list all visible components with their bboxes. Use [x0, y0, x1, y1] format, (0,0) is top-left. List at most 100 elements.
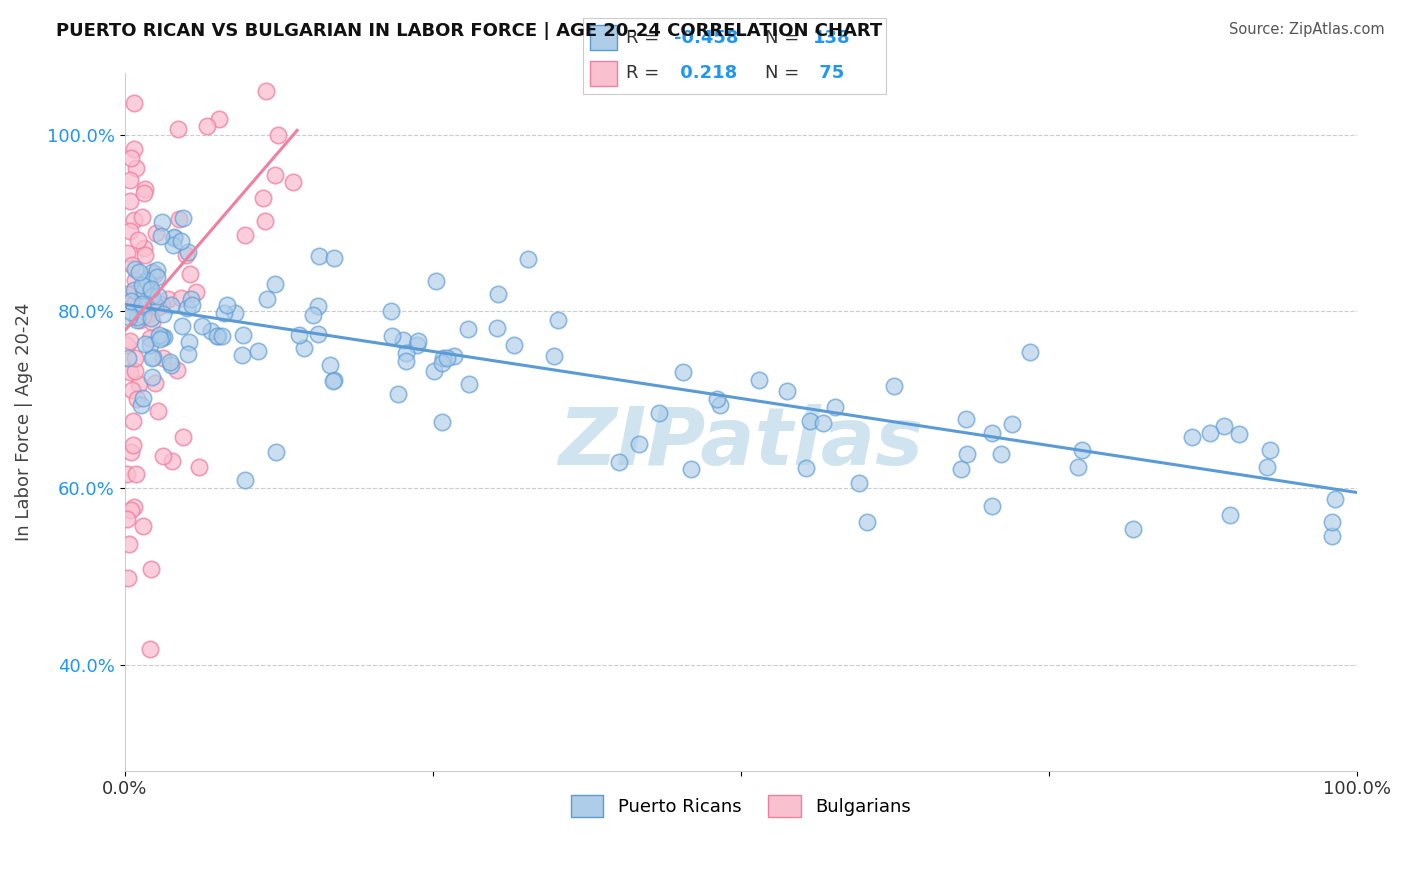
Point: [143, 376, 166, 391]
Point: [955, 412, 977, 426]
Point: [152, 307, 174, 321]
Point: [547, 313, 569, 327]
Point: [322, 374, 344, 388]
Point: [824, 400, 846, 414]
Point: [1320, 515, 1343, 529]
Point: [200, 324, 222, 338]
Point: [432, 351, 454, 366]
Point: [1181, 430, 1204, 444]
Point: [1219, 508, 1241, 522]
Point: [120, 444, 142, 458]
Point: [502, 337, 524, 351]
Point: [177, 245, 200, 260]
Point: [129, 313, 152, 327]
Point: [709, 398, 731, 412]
Point: [118, 173, 141, 187]
Point: [141, 265, 163, 279]
Point: [1212, 418, 1234, 433]
Point: [672, 365, 695, 379]
FancyBboxPatch shape: [589, 61, 617, 87]
Point: [254, 214, 277, 228]
Point: [266, 444, 288, 458]
Point: [263, 168, 285, 182]
Point: [457, 321, 479, 335]
Point: [180, 292, 202, 306]
Point: [170, 319, 193, 334]
Point: [233, 227, 256, 242]
Point: [143, 267, 166, 281]
Point: [135, 274, 157, 288]
Point: [706, 392, 728, 406]
Point: [425, 274, 447, 288]
Point: [990, 447, 1012, 461]
Point: [118, 537, 141, 551]
Point: [811, 416, 834, 430]
Point: [152, 351, 174, 365]
Point: [392, 333, 415, 347]
Point: [775, 384, 797, 399]
Point: [195, 119, 218, 133]
Point: [252, 191, 274, 205]
Point: [132, 186, 155, 201]
Point: [136, 308, 159, 322]
Point: [848, 476, 870, 491]
Point: [145, 227, 167, 241]
Text: PUERTO RICAN VS BULGARIAN IN LABOR FORCE | AGE 20-24 CORRELATION CHART: PUERTO RICAN VS BULGARIAN IN LABOR FORCE…: [56, 22, 883, 40]
Point: [141, 351, 163, 365]
Point: [267, 128, 290, 143]
Point: [177, 334, 200, 349]
Point: [115, 467, 138, 482]
Point: [152, 449, 174, 463]
Point: [205, 329, 228, 343]
Point: [307, 327, 329, 342]
Point: [406, 337, 429, 351]
Point: [162, 237, 184, 252]
Text: Source: ZipAtlas.com: Source: ZipAtlas.com: [1229, 22, 1385, 37]
Point: [124, 261, 146, 276]
Point: [436, 351, 458, 366]
Point: [156, 292, 179, 306]
Point: [141, 289, 163, 303]
Point: [1227, 426, 1250, 441]
Point: [170, 235, 193, 249]
Point: [980, 426, 1002, 441]
Point: [120, 503, 142, 517]
Point: [150, 215, 173, 229]
Point: [179, 267, 201, 281]
Point: [1070, 443, 1092, 458]
Point: [139, 562, 162, 576]
Point: [188, 459, 211, 474]
Point: [176, 301, 198, 315]
Text: -0.458: -0.458: [675, 29, 738, 47]
Point: [247, 344, 270, 359]
Point: [981, 499, 1004, 513]
Point: [134, 182, 156, 196]
Point: [117, 571, 139, 585]
Point: [127, 310, 149, 324]
Point: [134, 336, 156, 351]
Point: [128, 265, 150, 279]
Point: [131, 519, 153, 533]
Point: [132, 299, 155, 313]
Point: [132, 277, 155, 292]
Point: [181, 298, 204, 312]
Point: [217, 298, 239, 312]
Point: [129, 398, 152, 412]
Point: [160, 358, 183, 372]
Point: [160, 454, 183, 468]
Point: [166, 363, 188, 377]
Point: [1256, 459, 1278, 474]
Point: [128, 376, 150, 391]
Point: [122, 286, 145, 301]
Point: [543, 350, 565, 364]
Point: [607, 455, 630, 469]
Point: [184, 285, 207, 299]
Point: [166, 121, 188, 136]
Point: [127, 233, 149, 247]
Text: N =: N =: [765, 64, 799, 82]
Point: [148, 404, 170, 418]
Point: [124, 467, 146, 481]
Point: [153, 330, 176, 344]
Point: [121, 414, 143, 428]
Point: [856, 515, 879, 529]
